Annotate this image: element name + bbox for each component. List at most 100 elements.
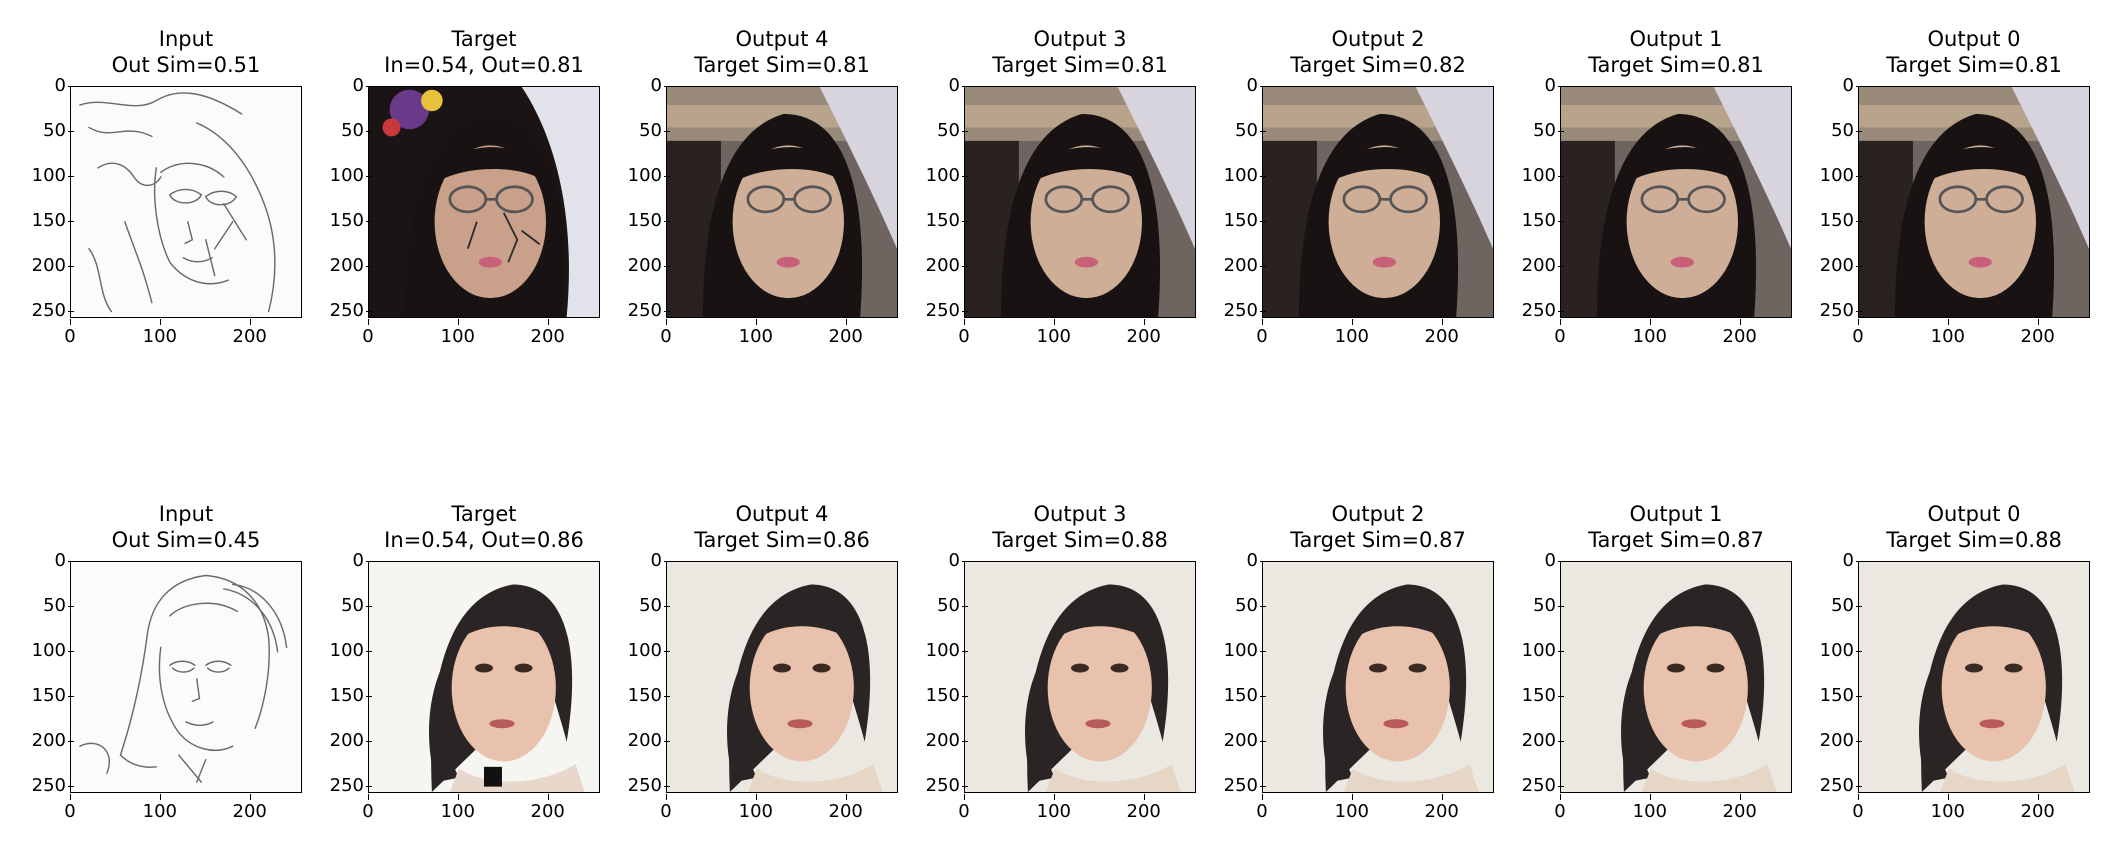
- y-tick-label: 250: [1521, 774, 1565, 796]
- y-tick-label: 100: [1223, 164, 1267, 186]
- x-tick-label: 100: [130, 794, 190, 821]
- input-sketch-image: [70, 561, 302, 793]
- panel-title-line1: Output 1: [1629, 502, 1723, 526]
- y-tick-label: 250: [329, 774, 373, 796]
- output-image: [964, 86, 1196, 318]
- output-image: [1262, 561, 1494, 793]
- y-tick-label: 250: [627, 299, 671, 321]
- x-tick-label: 100: [726, 319, 786, 346]
- x-tick-label: 100: [1918, 794, 1978, 821]
- y-tick-label: 0: [54, 75, 75, 96]
- y-tick-label: 150: [31, 684, 75, 706]
- y-tick-label: 150: [627, 684, 671, 706]
- y-tick-label: 100: [31, 164, 75, 186]
- x-tick-label: 0: [1530, 794, 1590, 821]
- y-tick-label: 250: [1223, 774, 1267, 796]
- image-panel: Target In=0.54, Out=0.86 0 50 100 150 200 250 0 1…: [330, 502, 600, 821]
- image-panel: Input Out Sim=0.45 0 50 100 150 200 250 0 100 200: [32, 502, 302, 821]
- output-image: [1262, 86, 1494, 318]
- x-tick-label: 0: [40, 794, 100, 821]
- y-tick-label: 100: [1521, 639, 1565, 661]
- y-tick-label: 250: [31, 299, 75, 321]
- x-tick-label: 0: [1828, 794, 1888, 821]
- image-panel: Input Out Sim=0.51 0 50 100 150 200 250 0 100 200: [32, 27, 302, 346]
- x-tick-label: 100: [1024, 794, 1084, 821]
- panel-title-line2: Target Sim=0.87: [1290, 528, 1466, 552]
- x-tick-label: 200: [1114, 319, 1174, 346]
- y-tick-label: 200: [1819, 254, 1863, 276]
- y-tick-label: 0: [1842, 75, 1863, 96]
- y-tick-label: 250: [627, 774, 671, 796]
- y-tick-label: 50: [341, 119, 372, 141]
- y-tick-label: 100: [1819, 639, 1863, 661]
- panel-title-line2: Target Sim=0.86: [694, 528, 870, 552]
- y-tick-label: 50: [1533, 119, 1564, 141]
- x-tick-label: 200: [1412, 319, 1472, 346]
- y-tick-label: 200: [925, 254, 969, 276]
- x-tick-label: 200: [1114, 794, 1174, 821]
- y-tick-label: 200: [1223, 254, 1267, 276]
- x-tick-label: 100: [1322, 319, 1382, 346]
- y-tick-label: 100: [925, 164, 969, 186]
- panel-title-line1: Input: [158, 502, 214, 526]
- panel-title: Output 4 Target Sim=0.86: [606, 501, 958, 553]
- target-photo-image: [368, 86, 600, 318]
- x-tick-label: 0: [934, 319, 994, 346]
- output-image: [666, 86, 898, 318]
- panel-title: Output 2 Target Sim=0.82: [1202, 26, 1554, 78]
- y-tick-label: 250: [1819, 774, 1863, 796]
- image-panel: Output 3 Target Sim=0.81 0 50 100 150 200 250 0 1…: [926, 27, 1196, 346]
- output-image: [1858, 86, 2090, 318]
- y-tick-label: 250: [925, 774, 969, 796]
- x-tick-label: 100: [1918, 319, 1978, 346]
- y-tick-label: 150: [1521, 684, 1565, 706]
- x-tick-label: 100: [428, 794, 488, 821]
- x-tick-label: 100: [1322, 794, 1382, 821]
- y-tick-label: 50: [1831, 119, 1862, 141]
- output-image: [666, 561, 898, 793]
- y-tick-label: 250: [31, 774, 75, 796]
- y-tick-label: 50: [937, 594, 968, 616]
- panel-title: Target In=0.54, Out=0.86: [308, 501, 660, 553]
- panel-title: Output 3 Target Sim=0.88: [904, 501, 1256, 553]
- y-tick-label: 200: [31, 729, 75, 751]
- y-tick-label: 0: [1246, 550, 1267, 571]
- y-tick-label: 50: [1235, 119, 1266, 141]
- image-panel: Output 4 Target Sim=0.86 0 50 100 150 200 250 0 1…: [628, 502, 898, 821]
- x-tick-label: 0: [1828, 319, 1888, 346]
- y-tick-label: 250: [1223, 299, 1267, 321]
- y-tick-label: 200: [329, 254, 373, 276]
- x-tick-label: 200: [518, 319, 578, 346]
- x-tick-label: 100: [726, 794, 786, 821]
- x-tick-label: 200: [1710, 319, 1770, 346]
- output-image: [1560, 561, 1792, 793]
- y-tick-label: 150: [925, 209, 969, 231]
- image-panel: Output 1 Target Sim=0.87 0 50 100 150 200 250 0 1…: [1522, 502, 1792, 821]
- y-tick-label: 150: [925, 684, 969, 706]
- y-tick-label: 150: [329, 209, 373, 231]
- panel-title-line2: In=0.54, Out=0.86: [384, 528, 584, 552]
- x-tick-label: 100: [428, 319, 488, 346]
- panel-title: Output 1 Target Sim=0.87: [1500, 501, 1852, 553]
- y-tick-label: 150: [1223, 209, 1267, 231]
- panel-title: Output 0 Target Sim=0.81: [1798, 26, 2102, 78]
- y-tick-label: 200: [627, 254, 671, 276]
- image-panel: Target In=0.54, Out=0.81 0 50 100 150 200 250 0 1…: [330, 27, 600, 346]
- panel-title: Input Out Sim=0.51: [10, 26, 362, 78]
- y-tick-label: 100: [925, 639, 969, 661]
- y-tick-label: 50: [1533, 594, 1564, 616]
- image-panel: Output 0 Target Sim=0.81 0 50 100 150 200 250 0 1…: [1820, 27, 2090, 346]
- y-tick-label: 50: [1831, 594, 1862, 616]
- panel-title-line1: Output 4: [735, 502, 829, 526]
- x-tick-label: 0: [40, 319, 100, 346]
- panel-title-line1: Output 2: [1331, 502, 1425, 526]
- panel-title-line1: Output 2: [1331, 27, 1425, 51]
- panel-title-line2: Target Sim=0.88: [1886, 528, 2062, 552]
- panel-title: Output 1 Target Sim=0.81: [1500, 26, 1852, 78]
- panel-title-line2: Out Sim=0.51: [111, 53, 261, 77]
- panel-title-line1: Output 1: [1629, 27, 1723, 51]
- y-tick-label: 150: [329, 684, 373, 706]
- input-sketch-image: [70, 86, 302, 318]
- y-tick-label: 100: [627, 164, 671, 186]
- panel-title: Target In=0.54, Out=0.81: [308, 26, 660, 78]
